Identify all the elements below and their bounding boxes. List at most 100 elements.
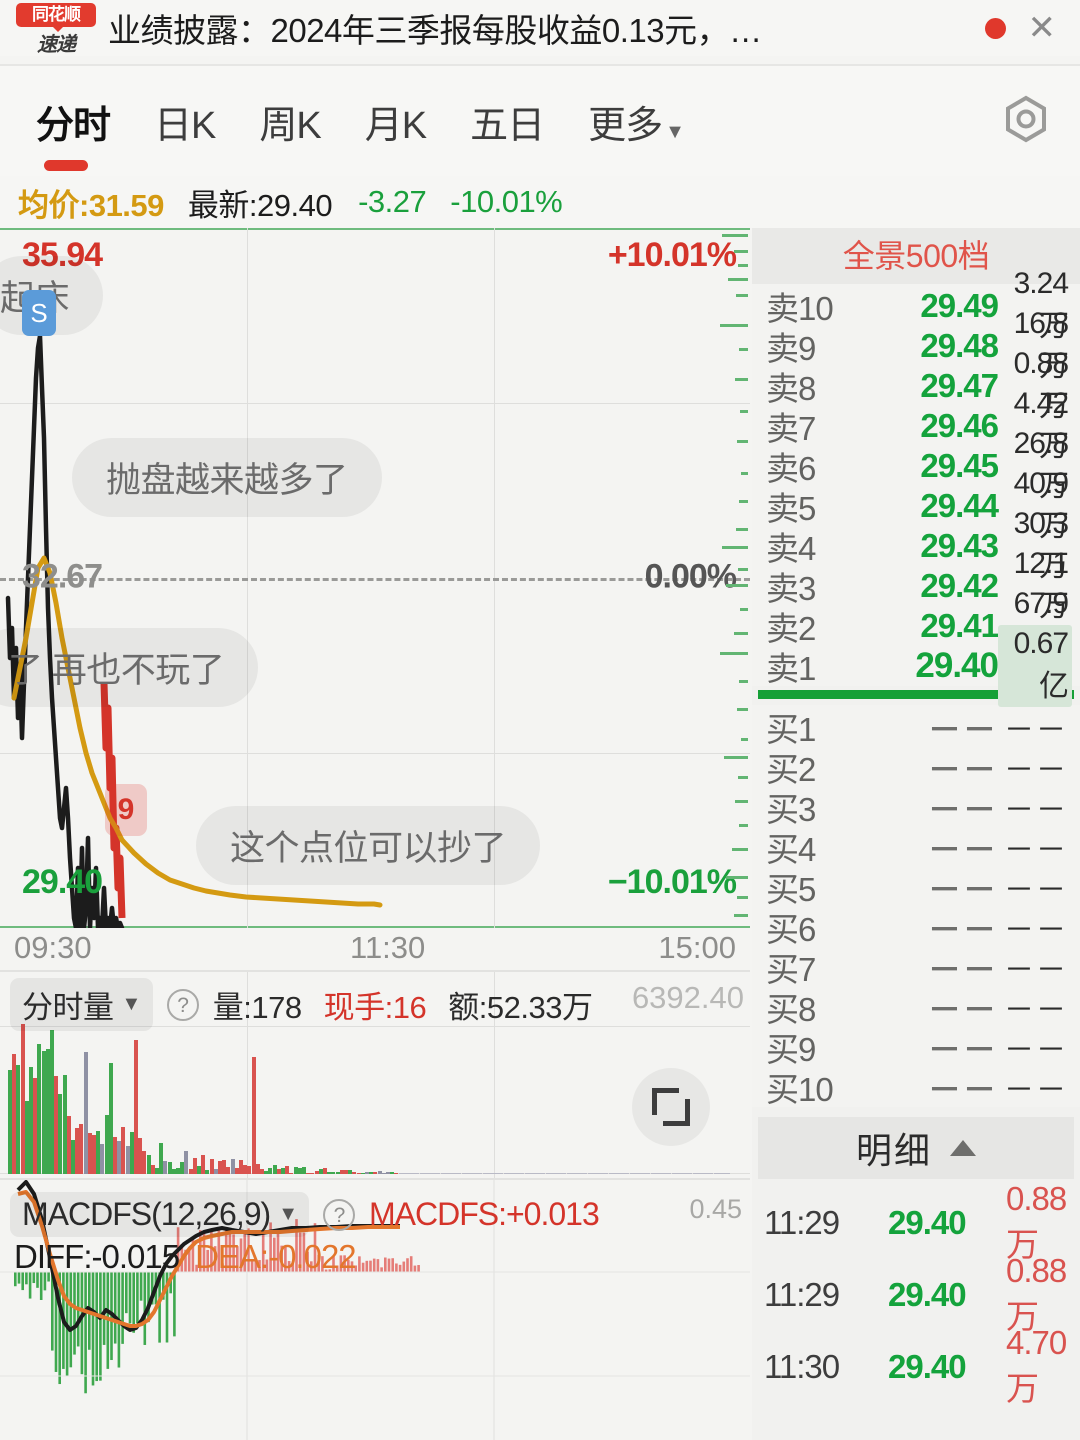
ask-row[interactable]: 卖9 29.48 16.8万	[752, 307, 1080, 383]
tab-daily-k[interactable]: 日K	[132, 94, 237, 149]
tab-monthly-k[interactable]: 月K	[343, 94, 448, 149]
book-volume: －－	[1004, 834, 1068, 867]
bid-row[interactable]: 买10 －－ －－	[752, 1067, 1080, 1108]
bid-row[interactable]: 买7 －－ －－	[752, 947, 1080, 988]
book-level-label: 买7	[766, 951, 816, 988]
trade-row[interactable]: 11:30 29.40 4.70万	[752, 1324, 1080, 1407]
book-volume: －－	[1004, 914, 1068, 947]
tab-five-day[interactable]: 五日	[448, 94, 566, 149]
macd-histogram-bar	[332, 1256, 335, 1272]
ask-row[interactable]: 卖10 29.49 3.24万	[752, 267, 1080, 343]
trade-row[interactable]: 11:29 29.40 0.88万	[752, 1180, 1080, 1263]
volume-bar	[638, 1172, 642, 1174]
volume-bar	[722, 1172, 726, 1174]
volume-indicator-selector[interactable]: 分时量 ▼	[10, 978, 153, 1031]
macd-histogram-bar	[413, 1265, 417, 1272]
volume-bar	[646, 1172, 651, 1174]
book-divider	[758, 690, 1074, 699]
macd-histogram-bar	[158, 1272, 161, 1343]
help-icon[interactable]: ?	[322, 1198, 355, 1231]
macd-histogram-bar	[409, 1256, 413, 1272]
title-bar: 同花顺 速递 业绩披露：2024年三季报每股收益0.13元，… ✕	[0, 0, 1080, 56]
volume-bar	[54, 1075, 59, 1174]
trade-row[interactable]: 11:29 29.40 0.88万	[752, 1252, 1080, 1335]
ask-row[interactable]: 卖1 29.40 0.67亿	[752, 625, 1080, 707]
fullscreen-expand-icon[interactable]	[632, 1068, 710, 1146]
macd-histogram-bar	[132, 1272, 135, 1333]
macd-indicator-selector[interactable]: MACDFS(12,26,9) ▼	[10, 1192, 309, 1237]
volume-bar	[104, 1114, 109, 1174]
ask-row[interactable]: 卖4 29.43 30.3万	[752, 507, 1080, 583]
ask-row[interactable]: 卖5 29.44 40.9万	[752, 467, 1080, 543]
macd-scale-label: 0.45	[689, 1194, 742, 1224]
macd-histogram-bar	[354, 1265, 357, 1272]
ask-row[interactable]: 卖7 29.46 4.42万	[752, 387, 1080, 463]
trade-list: 11:29 29.40 0.88万 11:29 29.40 0.88万 11:30 29.40…	[752, 1179, 1080, 1407]
help-icon[interactable]: ?	[166, 988, 199, 1021]
volume-bar	[138, 1137, 143, 1174]
bid-row[interactable]: 买3 －－ －－	[752, 787, 1080, 828]
volume-bar	[440, 1172, 445, 1174]
macd-histogram-bar	[284, 1246, 287, 1272]
book-price: 29.45	[920, 447, 999, 484]
volume-bar	[684, 1172, 689, 1174]
detail-tab[interactable]: 明细	[758, 1117, 1074, 1179]
macd-histogram-bar	[287, 1261, 291, 1272]
ask-row[interactable]: 卖6 29.45 26.8万	[752, 427, 1080, 503]
intraday-price-chart[interactable]: 35.94 32.67 29.40 +10.01% 0.00% −10.01%	[0, 228, 750, 928]
volume-bar	[575, 1172, 579, 1174]
volume-bar	[554, 1172, 558, 1174]
sell-marker-s[interactable]: S	[22, 290, 56, 336]
trade-marker-9[interactable]: 9	[105, 784, 147, 836]
ask-row[interactable]: 卖3 29.42 12.1万	[752, 547, 1080, 623]
bid-row[interactable]: 买1 －－ －－	[752, 707, 1080, 748]
volume-bar	[222, 1159, 227, 1174]
volume-bar	[323, 1168, 327, 1174]
chevron-down-icon: ▼	[121, 993, 142, 1015]
volume-panel[interactable]: 6392.40 分时量 ▼ ? 量:178 现手:16 额:52.33万	[0, 970, 750, 1178]
volume-bar	[398, 1172, 403, 1174]
macd-histogram-bar	[298, 1232, 302, 1272]
macd-histogram-bar	[380, 1267, 383, 1272]
book-price: 29.41	[920, 607, 999, 644]
volume-bar	[482, 1172, 487, 1174]
tab-fenshi-label: 分时	[36, 104, 111, 147]
volume-bar	[268, 1168, 273, 1174]
tab-more[interactable]: 更多 ▼	[566, 94, 706, 149]
trade-volume: 0.88万	[1006, 1180, 1067, 1263]
volume-bar	[705, 1172, 710, 1174]
volume-bar	[621, 1172, 626, 1174]
volume-bar	[192, 1157, 197, 1174]
close-icon[interactable]: ✕	[1027, 9, 1057, 47]
macd-histogram-bar	[113, 1272, 117, 1344]
volume-bar	[726, 1172, 731, 1174]
bid-row[interactable]: 买4 －－ －－	[752, 827, 1080, 868]
volume-bar	[474, 1172, 479, 1174]
bid-row[interactable]: 买2 －－ －－	[752, 747, 1080, 788]
volume-bar	[373, 1172, 378, 1174]
volume-header: 分时量 ▼ ? 量:178 现手:16 额:52.33万	[10, 978, 593, 1031]
macd-panel[interactable]: MACDFS(12,26,9) ▼ ? MACDFS:+0.013 0.45 D…	[0, 1178, 750, 1440]
tab-fenshi[interactable]: 分时	[0, 94, 132, 149]
bid-row[interactable]: 买5 －－ －－	[752, 867, 1080, 908]
volume-bar	[243, 1164, 248, 1174]
bid-row[interactable]: 买8 －－ －－	[752, 987, 1080, 1028]
news-headline[interactable]: 业绩披露：2024年三季报每股收益0.13元，…	[108, 12, 762, 49]
volume-bar	[675, 1172, 680, 1174]
volume-bar	[50, 1029, 54, 1174]
volume-bar	[218, 1161, 222, 1174]
detail-tab-label: 明细	[855, 1130, 932, 1171]
ask-row[interactable]: 卖8 29.47 0.88万	[752, 347, 1080, 423]
volume-bars	[8, 1024, 748, 1174]
volume-bar	[558, 1172, 563, 1174]
volume-bar	[457, 1172, 462, 1174]
settings-hex-icon[interactable]	[1000, 93, 1052, 150]
bid-row[interactable]: 买6 －－ －－	[752, 907, 1080, 948]
volume-bar	[507, 1172, 512, 1174]
book-volume: －－	[1004, 954, 1068, 987]
tab-weekly-k[interactable]: 周K	[237, 94, 342, 149]
bid-row[interactable]: 买9 －－ －－	[752, 1027, 1080, 1068]
logo-badge-text: 同花顺	[16, 3, 96, 32]
volume-bar	[289, 1172, 294, 1174]
